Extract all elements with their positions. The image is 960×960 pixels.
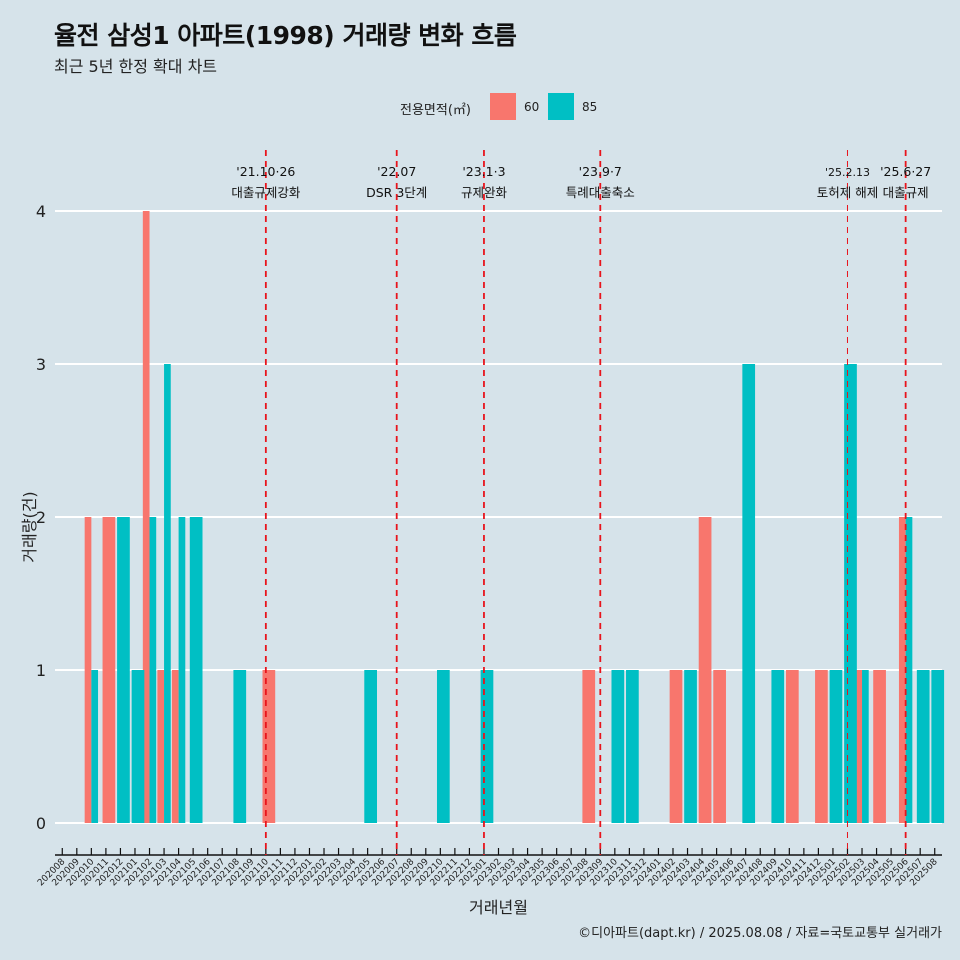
event-label-202506: 대출규제 bbox=[883, 185, 929, 200]
event-label-202301: 규제완화 bbox=[461, 185, 508, 200]
caption: ©디아파트(dapt.kr) / 2025.08.08 / 자료=국토교통부 실… bbox=[578, 926, 942, 941]
bar-60-202102 bbox=[142, 211, 150, 823]
bar-60-202011 bbox=[102, 517, 116, 823]
bar-85-202103 bbox=[164, 364, 171, 823]
event-label-202309: 특례대출축소 bbox=[566, 185, 635, 200]
bar-85-202409 bbox=[771, 670, 785, 823]
y-tick-label: 0 bbox=[36, 814, 46, 833]
legend-swatch-85 bbox=[548, 93, 574, 120]
event-date-202309: '23.9·7 bbox=[579, 164, 622, 179]
bar-85-202506 bbox=[905, 517, 913, 823]
bar-60-202412 bbox=[815, 670, 828, 823]
bar-85-202205 bbox=[364, 670, 377, 823]
legend: 전용면적(㎡) 60 85 bbox=[0, 93, 960, 121]
bar-85-202507 bbox=[916, 670, 930, 823]
bar-60-202308 bbox=[582, 670, 596, 823]
event-label-202207: DSR 3단계 bbox=[366, 185, 427, 200]
legend-swatch-60 bbox=[490, 93, 516, 120]
event-date-202506: '25.6·27 bbox=[880, 164, 931, 179]
event-date-202502: '25.2.13 bbox=[825, 166, 870, 179]
bar-60-202103 bbox=[157, 670, 165, 823]
bar-85-202501 bbox=[829, 670, 843, 823]
bar-60-202404 bbox=[698, 517, 712, 823]
event-date-202301: '23.1·3 bbox=[462, 164, 505, 179]
bar-60-202504 bbox=[873, 670, 886, 823]
event-label-202502: 토허제 해제 bbox=[817, 185, 878, 200]
bar-85-202105 bbox=[189, 517, 203, 823]
bar-60-202402 bbox=[669, 670, 683, 823]
bar-60-202506 bbox=[898, 517, 906, 823]
y-axis-title: 거래량(건) bbox=[20, 491, 39, 562]
bar-85-202012 bbox=[117, 517, 130, 823]
bar-85-202301 bbox=[480, 670, 494, 823]
bar-85-202101 bbox=[131, 670, 145, 823]
legend-label-85: 85 bbox=[582, 100, 598, 114]
bar-60-202405 bbox=[713, 670, 726, 823]
bar-85-202108 bbox=[233, 670, 247, 823]
bar-60-202410 bbox=[785, 670, 799, 823]
y-tick-label: 2 bbox=[36, 508, 46, 527]
bar-85-202311 bbox=[626, 670, 639, 823]
bar-85-202210 bbox=[436, 670, 450, 823]
bar-85-202407 bbox=[742, 364, 756, 823]
bar-60-202010 bbox=[84, 517, 92, 823]
legend-label-60: 60 bbox=[524, 100, 540, 114]
legend-title: 전용면적(㎡) bbox=[400, 103, 471, 118]
event-date-202207: '22.07 bbox=[377, 164, 416, 179]
bar-85-202503 bbox=[862, 670, 869, 823]
bar-85-202104 bbox=[178, 517, 186, 823]
x-axis-title: 거래년월 bbox=[469, 898, 528, 917]
bar-60-202110 bbox=[262, 670, 276, 823]
y-tick-label: 1 bbox=[36, 661, 46, 680]
bar-85-202310 bbox=[611, 670, 625, 823]
bar-85-202508 bbox=[931, 670, 945, 823]
bar-60-202503 bbox=[855, 670, 863, 823]
bar-85-202010 bbox=[91, 670, 99, 823]
bar-60-202104 bbox=[171, 670, 179, 823]
event-date-202110: '21.10·26 bbox=[236, 164, 295, 179]
y-tick-label: 4 bbox=[36, 202, 46, 221]
bar-85-202403 bbox=[684, 670, 697, 823]
bar-85-202502 bbox=[844, 364, 857, 823]
chart-title: 율전 삼성1 아파트(1998) 거래량 변화 흐름 bbox=[54, 21, 517, 50]
bar-85-202102 bbox=[149, 517, 157, 823]
chart-subtitle: 최근 5년 한정 확대 차트 bbox=[54, 57, 218, 76]
event-label-202110: 대출규제강화 bbox=[231, 185, 301, 200]
y-tick-label: 3 bbox=[36, 355, 46, 374]
